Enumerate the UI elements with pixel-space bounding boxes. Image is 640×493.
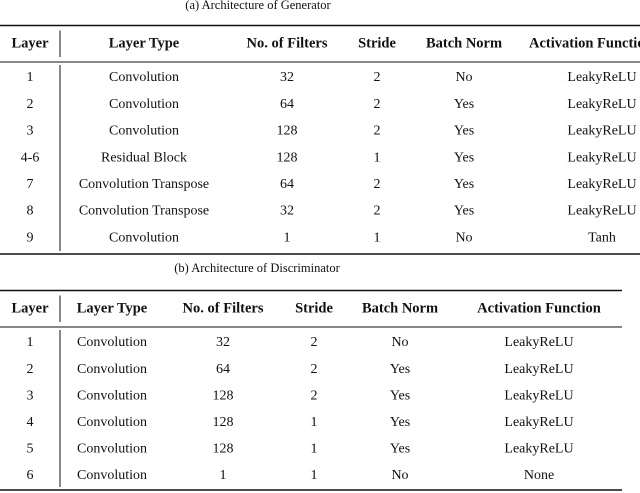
table-cell: 1 [311,415,318,430]
table-cell: 128 [213,388,234,403]
table-cell: Convolution Transpose [79,204,209,219]
table-cell: LeakyReLU [567,70,636,85]
column-header: Layer [11,300,49,316]
column-header: Batch Norm [362,300,438,316]
table-cell: 64 [216,362,230,377]
table-cell: LeakyReLU [567,124,636,139]
table-cell: 128 [277,124,298,139]
table-cell: 1 [374,230,381,245]
table-cell: 2 [27,362,34,377]
table-cell: Convolution [109,97,179,112]
column-header: Activation Function [529,35,640,51]
column-header: Stride [358,35,396,51]
table-cell: Convolution [109,124,179,139]
table-cell: 2 [374,177,381,192]
table-cell: Convolution [109,70,179,85]
table-cell: Yes [390,442,410,457]
table-cell: Convolution [77,335,147,350]
table-cell: Convolution Transpose [79,177,209,192]
table-cell: 2 [374,70,381,85]
column-header: Layer [11,35,49,51]
table-cell: 1 [374,150,381,165]
table-cell: No [455,70,472,85]
table-cell: 32 [280,204,294,219]
table-cell: Yes [390,415,410,430]
table-cell: None [524,468,554,483]
table-cell: 1 [311,442,318,457]
table-cell: 7 [27,177,34,192]
table-cell: 128 [213,442,234,457]
table-cell: LeakyReLU [567,150,636,165]
column-header: No. of Filters [247,35,328,51]
table-cell: 64 [280,97,294,112]
table-cell: Yes [454,124,474,139]
table-cell: 5 [27,442,34,457]
table-cell: 128 [213,415,234,430]
table-cell: 3 [27,124,34,139]
table-cell: 1 [27,70,34,85]
table-cell: 3 [27,388,34,403]
table-cell: 2 [311,335,318,350]
table-cell: LeakyReLU [567,204,636,219]
table-cell: 9 [27,230,34,245]
table-cell: Yes [454,204,474,219]
table-cell: 32 [216,335,230,350]
table-cell: LeakyReLU [567,97,636,112]
table-cell: LeakyReLU [504,388,573,403]
column-header: Activation Function [477,300,601,316]
table-cell: Yes [454,150,474,165]
table-cell: 8 [27,204,34,219]
table-cell: 2 [374,124,381,139]
table-cell: Convolution [77,415,147,430]
table-cell: Yes [390,362,410,377]
table-cell: 2 [311,362,318,377]
table-cell: LeakyReLU [504,415,573,430]
table-cell: 6 [27,468,34,483]
table-cell: 1 [284,230,291,245]
table-cell: Yes [454,97,474,112]
table-cell: 128 [277,150,298,165]
table-cell: Convolution [77,468,147,483]
table-cell: Yes [390,388,410,403]
table-cell: 4 [27,415,34,430]
table-cell: 64 [280,177,294,192]
table-cell: LeakyReLU [504,362,573,377]
table-cell: 1 [220,468,227,483]
table-cell: 2 [311,388,318,403]
table-cell: 2 [374,97,381,112]
table-cell: 2 [374,204,381,219]
table-cell: Convolution [109,230,179,245]
column-header: Layer Type [77,300,148,316]
column-header: Stride [295,300,333,316]
table-cell: Yes [454,177,474,192]
table-cell: Convolution [77,388,147,403]
table-cell: Tanh [588,230,616,245]
table-cell: No [455,230,472,245]
table-cell: 4-6 [21,150,40,165]
table-cell: LeakyReLU [504,335,573,350]
table-cell: 2 [27,97,34,112]
column-header: Layer Type [109,35,180,51]
table-cell: LeakyReLU [567,177,636,192]
table-cell: Convolution [77,362,147,377]
table-cell: 1 [311,468,318,483]
table-cell: Convolution [77,442,147,457]
table-cell: 32 [280,70,294,85]
table-cell: 1 [27,335,34,350]
table-cell: No [391,468,408,483]
column-header: No. of Filters [183,300,264,316]
table-caption: (b) Architecture of Discriminator [174,261,340,275]
table-cell: LeakyReLU [504,442,573,457]
table-cell: No [391,335,408,350]
table-cell: Residual Block [101,150,187,165]
column-header: Batch Norm [426,35,502,51]
table-caption: (a) Architecture of Generator [185,0,331,12]
